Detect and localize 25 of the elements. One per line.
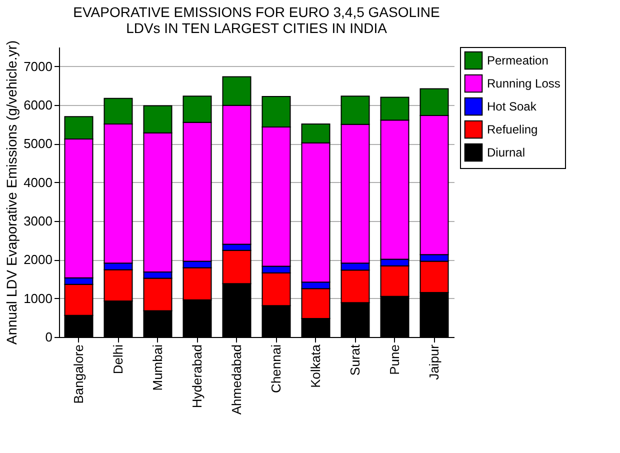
x-tick-label: Hyderabad xyxy=(189,344,204,408)
y-tick-label: 1000 xyxy=(24,290,52,306)
legend-label: Hot Soak xyxy=(487,100,538,114)
x-tick-label: Jaipur xyxy=(426,344,442,380)
legend-label: Permeation xyxy=(487,54,548,68)
y-tick-label: 2000 xyxy=(24,252,52,268)
x-tick-label: Kolkata xyxy=(308,344,323,388)
y-tick-label: 6000 xyxy=(24,98,52,112)
y-tick-label: 4000 xyxy=(24,174,52,190)
legend-label: Running Loss xyxy=(487,76,560,90)
y-tick-label: 0 xyxy=(45,330,52,344)
x-tick-label: Mumbai xyxy=(150,344,165,391)
y-tick-label: 5000 xyxy=(24,136,52,152)
y-tick-label: 3000 xyxy=(24,214,52,228)
x-tick-label: Chennai xyxy=(268,344,284,393)
legend-label: Diurnal xyxy=(487,146,526,160)
chart-title: EVAPORATIVE EMISSIONS FOR EURO 3,4,5 GASOLINE LDVs IN TEN LARGEST CITIES IN INDIA xyxy=(73,4,440,36)
y-tick-label: 7000 xyxy=(24,58,52,74)
x-tick-label: Pune xyxy=(386,344,402,375)
legend-label: Refueling xyxy=(487,122,538,136)
x-tick-label: Ahmedabad xyxy=(228,344,244,415)
x-tick-label: Delhi xyxy=(110,344,126,374)
y-axis-title: Annual LDV Evaporative Emissions (g/vehicle.yr) xyxy=(4,40,20,345)
x-tick-label: Surat xyxy=(347,344,362,376)
x-tick-label: Bangalore xyxy=(70,344,86,404)
